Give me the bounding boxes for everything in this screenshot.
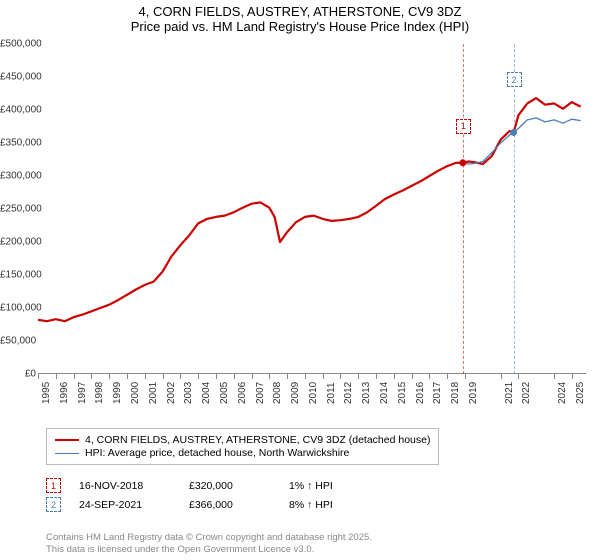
- plot-region: £0£50,000£100,000£150,000£200,000£250,00…: [38, 44, 586, 374]
- x-tick-label: 1998: [94, 382, 105, 404]
- x-tick-label: 2016: [415, 382, 426, 404]
- sale-row: 1 16-NOV-2018£320,0001% ↑ HPI: [46, 478, 389, 493]
- sale-vline: [514, 44, 515, 374]
- sale-date: 16-NOV-2018: [79, 480, 189, 492]
- legend-row-price-paid: 4, CORN FIELDS, AUSTREY, ATHERSTONE, CV9…: [55, 434, 430, 446]
- x-tick-label: 2011: [326, 382, 337, 404]
- x-tick-label: 1996: [59, 382, 70, 404]
- legend: 4, CORN FIELDS, AUSTREY, ATHERSTONE, CV9…: [46, 428, 439, 465]
- x-tick-label: 2008: [272, 382, 283, 404]
- x-tick-label: 2005: [219, 382, 230, 404]
- x-tick-label: 2024: [557, 382, 568, 404]
- x-tick-label: 2013: [361, 382, 372, 404]
- sale-price: £320,000: [189, 480, 289, 492]
- title-address: 4, CORN FIELDS, AUSTREY, ATHERSTONE, CV9…: [0, 4, 600, 19]
- x-tick-label: 2025: [575, 382, 586, 404]
- sales-table: 1 16-NOV-2018£320,0001% ↑ HPI 2 24-SEP-2021…: [46, 474, 389, 516]
- x-tick-label: 2007: [255, 382, 266, 404]
- series-hpi: [463, 118, 581, 164]
- legend-row-hpi: HPI: Average price, detached house, Nort…: [55, 447, 430, 459]
- legend-label-hpi: HPI: Average price, detached house, Nort…: [85, 447, 349, 459]
- sale-marker-box: 2: [46, 497, 61, 512]
- sale-marker-box: 1: [46, 478, 61, 493]
- footer-copyright: Contains HM Land Registry data © Crown c…: [46, 532, 372, 544]
- sale-vline: [463, 44, 464, 374]
- x-tick-label: 2022: [521, 382, 532, 404]
- chart-area: £0£50,000£100,000£150,000£200,000£250,00…: [38, 44, 586, 392]
- x-tick-label: 2002: [166, 382, 177, 404]
- x-tick-label: 2017: [432, 382, 443, 404]
- sale-marker-2: 2: [507, 72, 522, 87]
- legend-label-price-paid: 4, CORN FIELDS, AUSTREY, ATHERSTONE, CV9…: [85, 434, 430, 446]
- chart-container: 4, CORN FIELDS, AUSTREY, ATHERSTONE, CV9…: [0, 0, 600, 560]
- x-tick-label: 2012: [343, 382, 354, 404]
- y-tick-label: £0: [0, 369, 36, 380]
- y-tick-label: £400,000: [0, 105, 36, 116]
- x-tick-label: 2010: [308, 382, 319, 404]
- footer-licence: This data is licensed under the Open Gov…: [46, 544, 372, 556]
- sale-marker-1: 1: [456, 119, 471, 134]
- y-tick-label: £100,000: [0, 303, 36, 314]
- x-tick-label: 2000: [130, 382, 141, 404]
- x-tick-label: 2003: [183, 382, 194, 404]
- x-tick-label: 2018: [450, 382, 461, 404]
- sale-price: £366,000: [189, 499, 289, 511]
- y-tick-label: £450,000: [0, 72, 36, 83]
- x-tick-label: 2015: [397, 382, 408, 404]
- y-tick-label: £300,000: [0, 171, 36, 182]
- line-chart-svg: [38, 44, 586, 374]
- x-tick-label: 2009: [290, 382, 301, 404]
- title-subtitle: Price paid vs. HM Land Registry's House …: [0, 19, 600, 34]
- y-tick-label: £50,000: [0, 336, 36, 347]
- sale-row: 2 24-SEP-2021£366,0008% ↑ HPI: [46, 497, 389, 512]
- sale-date: 24-SEP-2021: [79, 499, 189, 511]
- x-tick-label: 1997: [77, 382, 88, 404]
- legend-swatch-price-paid: [55, 439, 79, 441]
- x-tick-label: 1995: [41, 382, 52, 404]
- y-tick-label: £150,000: [0, 270, 36, 281]
- sale-pct: 1% ↑ HPI: [289, 480, 389, 492]
- y-tick-label: £350,000: [0, 138, 36, 149]
- y-tick-label: £500,000: [0, 39, 36, 50]
- y-tick-label: £200,000: [0, 237, 36, 248]
- y-tick-label: £250,000: [0, 204, 36, 215]
- footer: Contains HM Land Registry data © Crown c…: [46, 532, 372, 556]
- x-tick-label: 2019: [468, 382, 479, 404]
- series-price_paid: [38, 98, 581, 321]
- x-tick-label: 2004: [201, 382, 212, 404]
- sale-pct: 8% ↑ HPI: [289, 499, 389, 511]
- x-tick-label: 2006: [237, 382, 248, 404]
- x-tick-label: 1999: [112, 382, 123, 404]
- title-block: 4, CORN FIELDS, AUSTREY, ATHERSTONE, CV9…: [0, 0, 600, 36]
- x-tick-label: 2014: [379, 382, 390, 404]
- x-tick-label: 2001: [148, 382, 159, 404]
- legend-swatch-hpi: [55, 453, 79, 454]
- x-tick-label: 2021: [504, 382, 515, 404]
